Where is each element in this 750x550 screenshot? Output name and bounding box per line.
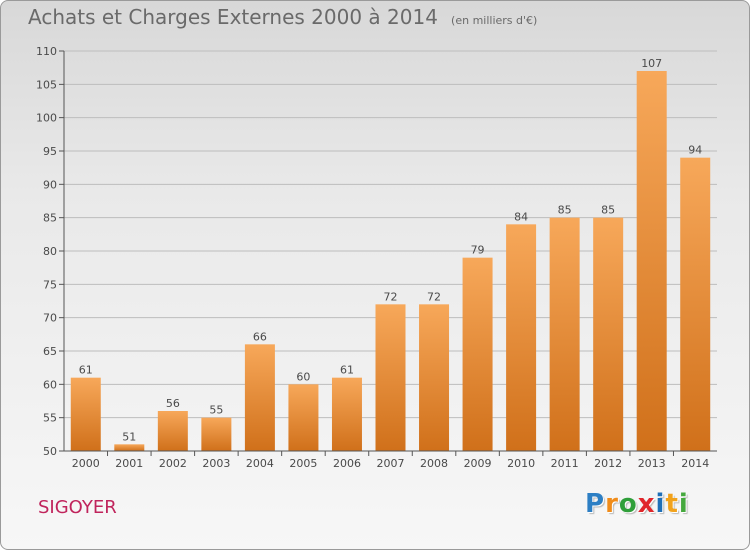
- bar[interactable]: [375, 304, 406, 451]
- x-tick-label: 2010: [507, 457, 535, 470]
- data-label: 56: [166, 397, 180, 410]
- bar[interactable]: [244, 344, 275, 451]
- y-tick-label: 65: [43, 345, 57, 358]
- x-tick-label: 2006: [333, 457, 361, 470]
- data-label: 79: [471, 244, 485, 257]
- bar[interactable]: [462, 257, 493, 451]
- y-tick-label: 50: [43, 445, 57, 458]
- x-tick-label: 2014: [681, 457, 709, 470]
- x-tick-label: 2013: [638, 457, 666, 470]
- chart-title: Achats et Charges Externes 2000 à 2014: [28, 5, 438, 29]
- data-label: 72: [427, 290, 441, 303]
- bar[interactable]: [506, 224, 537, 451]
- x-tick-label: 2005: [289, 457, 317, 470]
- bar[interactable]: [331, 377, 362, 451]
- bar[interactable]: [70, 377, 101, 451]
- y-tick-label: 75: [43, 278, 57, 291]
- y-tick-label: 55: [43, 412, 57, 425]
- y-tick-label: 90: [43, 178, 57, 191]
- x-tick-label: 2007: [377, 457, 405, 470]
- bar[interactable]: [201, 417, 232, 451]
- bar[interactable]: [157, 411, 188, 451]
- x-tick-label: 2011: [551, 457, 579, 470]
- data-label: 61: [340, 364, 354, 377]
- y-tick-label: 80: [43, 245, 57, 258]
- data-label: 51: [122, 430, 136, 443]
- logo-letter: P: [585, 489, 606, 519]
- x-tick-label: 2009: [464, 457, 492, 470]
- x-tick-label: 2002: [159, 457, 187, 470]
- commune-name: SIGOYER: [38, 497, 117, 518]
- bar[interactable]: [680, 157, 711, 451]
- y-tick-label: 70: [43, 312, 57, 325]
- logo-letter: i: [655, 489, 666, 519]
- y-tick-label: 110: [36, 45, 57, 58]
- bar[interactable]: [549, 217, 580, 451]
- chart-subtitle: (en milliers d'€): [451, 14, 538, 27]
- data-label: 107: [641, 57, 662, 70]
- x-tick-label: 2001: [115, 457, 143, 470]
- logo-letter: r: [605, 489, 619, 519]
- data-label: 94: [688, 144, 702, 157]
- logo-letter: i: [678, 489, 689, 519]
- data-label: 85: [601, 204, 615, 217]
- data-label: 85: [558, 204, 572, 217]
- data-label: 84: [514, 210, 528, 223]
- logo-letter: o: [618, 489, 638, 519]
- logo-letter: x: [637, 489, 656, 519]
- data-label: 61: [79, 364, 93, 377]
- x-tick-label: 2003: [202, 457, 230, 470]
- bar[interactable]: [593, 217, 624, 451]
- bar[interactable]: [419, 304, 450, 451]
- logo-letter: t: [665, 489, 679, 519]
- bar[interactable]: [636, 71, 667, 451]
- bar-layer: [70, 71, 711, 451]
- axis-layer: 50 55 60 65 70 75 80 85 90 95 100 105 110 2000 2001 200…: [36, 45, 717, 470]
- proxiti-logo[interactable]: Proxiti: [585, 489, 689, 519]
- label-layer: 61 51 56 55 66 60 61 72 72 79 84 85 85 107 94: [79, 57, 702, 443]
- title-row: Achats et Charges Externes 2000 à 2014 (…: [28, 5, 537, 29]
- x-tick-label: 2012: [594, 457, 622, 470]
- data-label: 55: [209, 404, 223, 417]
- y-tick-label: 105: [36, 78, 57, 91]
- bar[interactable]: [288, 384, 319, 451]
- bar[interactable]: [114, 444, 145, 451]
- y-tick-label: 85: [43, 212, 57, 225]
- y-tick-label: 100: [36, 112, 57, 125]
- x-tick-label: 2000: [72, 457, 100, 470]
- data-label: 66: [253, 330, 267, 343]
- x-tick-label: 2004: [246, 457, 274, 470]
- data-label: 72: [384, 290, 398, 303]
- y-tick-label: 95: [43, 145, 57, 158]
- y-tick-label: 60: [43, 378, 57, 391]
- x-tick-label: 2008: [420, 457, 448, 470]
- data-label: 60: [296, 370, 310, 383]
